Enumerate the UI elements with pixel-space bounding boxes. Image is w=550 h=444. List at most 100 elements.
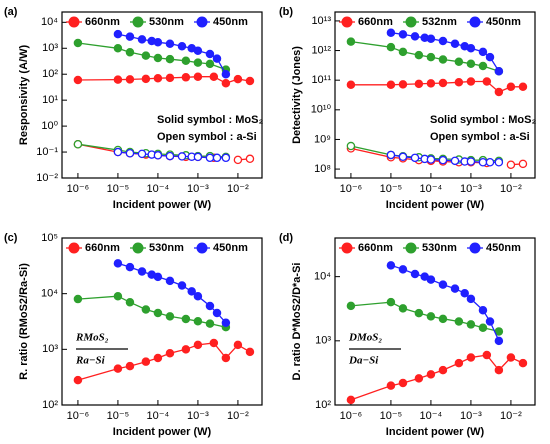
legend-label: 450nm <box>486 16 521 28</box>
legend-marker <box>68 242 80 254</box>
marker <box>494 336 504 346</box>
marker <box>466 77 476 86</box>
marker <box>205 59 215 69</box>
marker <box>141 51 151 60</box>
marker <box>438 365 448 375</box>
open-marker <box>177 152 187 161</box>
fraction-denominator: Ra−Si <box>75 355 106 367</box>
open-marker <box>438 155 448 165</box>
y-tick-label: 10¹ <box>42 94 58 106</box>
marker <box>177 281 187 290</box>
marker <box>113 364 123 373</box>
open-marker <box>506 160 516 169</box>
x-axis-label: Incident power (W) <box>386 199 485 211</box>
x-tick-label: 10⁻² <box>500 410 522 422</box>
marker <box>209 72 219 81</box>
x-tick-label: 10⁻³ <box>187 410 209 422</box>
marker <box>346 80 356 90</box>
open-marker <box>233 155 243 165</box>
marker <box>466 320 476 329</box>
marker <box>165 349 175 358</box>
panel-label: (b) <box>279 6 293 18</box>
open-marker <box>73 139 83 149</box>
marker <box>193 58 203 67</box>
marker <box>209 338 219 348</box>
marker <box>141 74 151 84</box>
marker <box>386 42 396 52</box>
marker <box>506 82 516 92</box>
x-tick-label: 10⁻³ <box>460 183 482 195</box>
marker <box>494 67 504 76</box>
marker <box>414 79 424 89</box>
open-marker <box>485 158 495 167</box>
legend-label: 450nm <box>213 242 248 254</box>
fraction-denominator: Da−Si <box>348 355 379 367</box>
x-tick-label: 10⁻⁴ <box>147 183 170 195</box>
x-tick-label: 10⁻⁴ <box>420 410 443 422</box>
marker <box>137 267 147 276</box>
marker <box>466 43 476 53</box>
y-tick-label: 10¹² <box>311 44 331 56</box>
series-line <box>77 42 227 71</box>
legend-marker <box>132 242 144 254</box>
marker <box>410 32 420 41</box>
y-axis-label: R. ratio (RMoS2/Ra-Si) <box>18 263 30 380</box>
marker <box>438 78 448 88</box>
open-marker <box>450 156 460 166</box>
legend-marker <box>68 16 80 28</box>
marker <box>386 381 396 390</box>
marker <box>165 276 175 286</box>
y-tick-label: 10¹¹ <box>311 74 331 86</box>
marker <box>141 357 151 366</box>
marker <box>518 358 528 368</box>
y-tick-label: 10⁰ <box>41 120 58 132</box>
marker <box>205 301 215 311</box>
marker <box>450 284 460 293</box>
marker <box>386 261 396 270</box>
marker <box>153 272 163 282</box>
marker <box>153 308 163 318</box>
legend-label: 530nm <box>149 242 184 254</box>
panel-label: (c) <box>4 232 18 244</box>
marker <box>426 312 436 321</box>
open-marker <box>113 147 123 157</box>
marker <box>466 353 476 362</box>
y-tick-label: 10¹³ <box>311 15 331 27</box>
series-line <box>77 295 227 328</box>
marker <box>181 345 191 354</box>
marker <box>485 52 495 62</box>
marker <box>398 80 408 89</box>
marker <box>398 265 408 274</box>
marker <box>414 374 424 383</box>
y-tick-label: 10⁴ <box>41 288 58 300</box>
marker <box>113 75 123 84</box>
marker <box>346 395 356 405</box>
y-axis-label: D. ratio D*MoS2/D*a-Si <box>291 263 303 381</box>
marker <box>193 340 203 350</box>
marker <box>153 38 163 47</box>
marker <box>426 275 436 284</box>
marker <box>398 47 408 57</box>
marker <box>426 79 436 88</box>
marker <box>466 294 476 304</box>
marker <box>426 34 436 44</box>
x-tick-label: 10⁻⁵ <box>380 183 403 195</box>
marker <box>438 55 448 64</box>
marker <box>153 53 163 63</box>
open-marker <box>478 158 488 167</box>
marker <box>165 73 175 83</box>
y-tick-label: 10⁹ <box>314 133 331 145</box>
y-tick-label: 10³ <box>315 335 331 347</box>
marker <box>398 378 408 388</box>
legend-marker <box>341 242 353 254</box>
marker <box>245 347 255 357</box>
marker <box>233 340 243 350</box>
marker <box>73 375 83 385</box>
marker <box>113 291 123 301</box>
marker <box>205 49 215 59</box>
marker <box>410 269 420 279</box>
legend-label: 530nm <box>149 16 184 28</box>
x-tick-label: 10⁻² <box>227 410 249 422</box>
marker <box>205 319 215 328</box>
